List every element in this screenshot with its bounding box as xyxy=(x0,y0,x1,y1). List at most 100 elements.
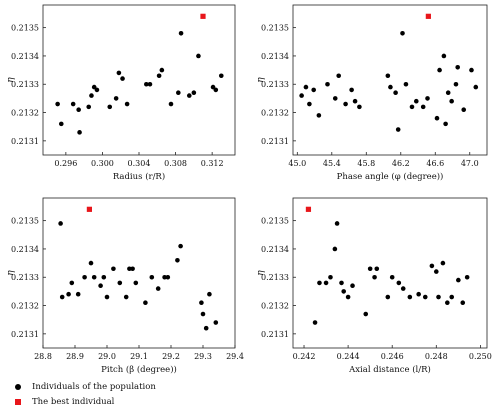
population-point xyxy=(445,300,450,306)
population-point xyxy=(456,277,461,283)
population-point xyxy=(111,266,116,272)
population-point xyxy=(210,84,216,90)
population-point xyxy=(147,81,153,87)
y-tick-label: 0.2131 xyxy=(261,330,289,339)
y-tick-label: 0.2131 xyxy=(11,330,39,339)
x-tick-label: 29.1 xyxy=(130,352,148,361)
x-tick-label: 29.4 xyxy=(226,352,244,361)
population-point xyxy=(168,101,174,107)
population-point xyxy=(207,291,212,297)
population-point xyxy=(91,84,97,90)
y-tick-label: 0.2133 xyxy=(11,80,39,89)
population-point xyxy=(440,260,446,266)
population-point xyxy=(339,280,344,286)
plot-frame xyxy=(42,4,236,156)
population-point xyxy=(165,274,171,280)
population-point xyxy=(441,53,447,59)
population-point xyxy=(429,263,435,269)
population-point xyxy=(323,280,329,286)
population-point xyxy=(343,101,348,107)
x-tick-label: 0.312 xyxy=(201,159,224,168)
y-tick-label: 0.2133 xyxy=(11,273,39,282)
chart-panel-2: 45.0 45.4 45.8 46.2 46.6 47.0 0.2131 0.2132 0.21… xyxy=(256,4,488,182)
population-point xyxy=(303,84,309,90)
population-point xyxy=(332,246,338,252)
population-point xyxy=(117,280,123,286)
population-point xyxy=(191,90,197,96)
best-individual-point xyxy=(86,206,92,212)
population-point xyxy=(144,81,149,87)
population-point xyxy=(363,311,369,317)
x-tick-label: 0.248 xyxy=(425,352,448,361)
population-point xyxy=(374,266,380,272)
population-point xyxy=(59,294,65,300)
population-point xyxy=(213,87,219,93)
x-axis-label: Phase angle (φ (degree)) xyxy=(337,171,444,182)
y-tick-label: 0.2132 xyxy=(11,302,39,311)
population-point xyxy=(449,294,455,300)
population-point xyxy=(400,31,405,36)
legend-label-population: Individuals of the population xyxy=(32,381,156,392)
population-point xyxy=(120,76,125,81)
y-tick-label: 0.2132 xyxy=(261,302,289,311)
population-point xyxy=(76,107,81,113)
x-tick-label: 45.4 xyxy=(323,159,341,168)
population-point xyxy=(449,98,454,104)
legend: Individuals of the population The best i… xyxy=(14,379,274,412)
population-point xyxy=(416,291,421,297)
plot-frame xyxy=(42,197,236,349)
population-point xyxy=(437,67,442,73)
population-point xyxy=(407,294,413,300)
x-tick-label: 28.9 xyxy=(66,352,84,361)
y-tick-label: 0.2133 xyxy=(261,80,289,89)
population-point xyxy=(464,274,470,280)
best-marker-icon xyxy=(15,398,21,405)
population-point xyxy=(455,64,460,70)
population-point xyxy=(316,113,322,118)
population-point xyxy=(409,104,415,110)
x-tick-label: 0.296 xyxy=(54,159,77,168)
population-point xyxy=(116,70,122,76)
population-point xyxy=(445,90,451,96)
chart-panel-1: 0.296 0.300 0.304 0.308 0.312 0.2131 0.2132 0.2… xyxy=(6,4,236,182)
plot-frame xyxy=(292,4,488,156)
y-tick-label: 0.2132 xyxy=(261,109,289,118)
y-tick-label: 0.2134 xyxy=(261,245,289,254)
population-point xyxy=(352,98,358,104)
population-point xyxy=(178,31,184,36)
x-axis-label: Radius (r/R) xyxy=(113,171,165,182)
population-point xyxy=(91,274,97,280)
population-point xyxy=(107,104,113,110)
population-point xyxy=(422,294,428,300)
population-point xyxy=(473,84,479,90)
population-point xyxy=(312,320,318,325)
population-point xyxy=(149,274,155,280)
population-point xyxy=(75,291,81,297)
population-point xyxy=(58,121,64,127)
population-point xyxy=(130,266,135,272)
population-point xyxy=(400,286,406,291)
population-point xyxy=(82,274,87,280)
population-point xyxy=(349,87,354,93)
x-tick-label: 29.0 xyxy=(98,352,116,361)
y-tick-label: 0.2131 xyxy=(11,137,39,146)
population-point xyxy=(443,121,448,127)
population-point xyxy=(332,96,338,101)
y-tick-label: 0.2132 xyxy=(11,109,39,118)
best-individual-point xyxy=(200,13,206,19)
population-point xyxy=(176,90,181,96)
population-point xyxy=(461,107,467,113)
x-tick-label: 0.308 xyxy=(164,159,187,168)
x-tick-label: 0.246 xyxy=(381,352,404,361)
population-point xyxy=(104,294,110,300)
population-point xyxy=(101,274,107,280)
population-point xyxy=(89,93,94,98)
population-point xyxy=(389,274,395,280)
population-point xyxy=(123,294,129,300)
population-point xyxy=(178,243,183,249)
y-tick-label: 0.2135 xyxy=(11,24,39,33)
population-point xyxy=(218,73,224,79)
population-point xyxy=(367,266,373,272)
x-tick-label: 29.3 xyxy=(194,352,212,361)
plot-frame xyxy=(292,197,488,349)
